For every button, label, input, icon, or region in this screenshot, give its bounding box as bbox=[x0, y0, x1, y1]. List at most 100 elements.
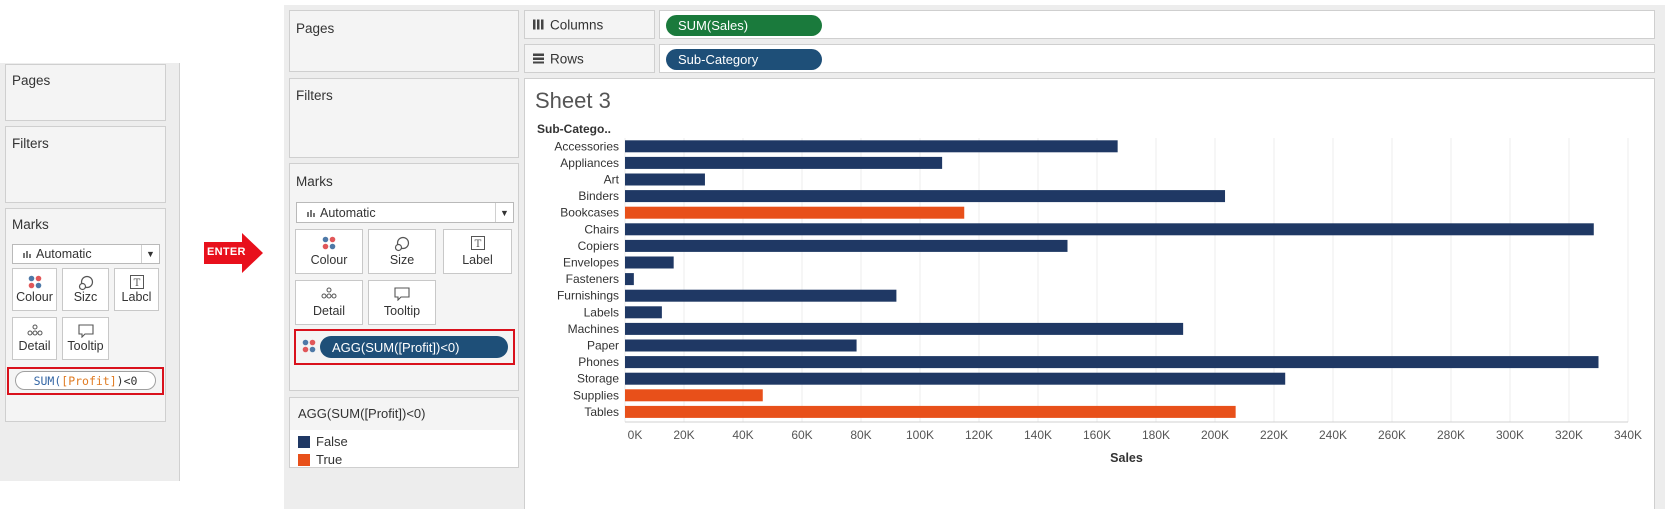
svg-text:T: T bbox=[474, 239, 481, 250]
enter-arrow: ENTER bbox=[204, 233, 264, 273]
right-size-label: Size bbox=[389, 253, 415, 267]
rows-subcategory-pill[interactable]: Sub-Category bbox=[666, 49, 822, 70]
formula-operator: )<0 bbox=[116, 373, 138, 388]
category-label: Tables bbox=[584, 405, 619, 419]
left-detail-button[interactable]: Detail bbox=[12, 317, 57, 360]
category-label: Copiers bbox=[578, 239, 619, 253]
x-tick-label: 20K bbox=[673, 428, 694, 442]
right-filters-title: Filters bbox=[296, 88, 333, 103]
right-tooltip-label: Tooltip bbox=[383, 304, 421, 318]
left-pages-shelf[interactable]: Pages bbox=[5, 64, 166, 121]
left-tooltip-label: Tooltip bbox=[67, 339, 104, 353]
x-tick-label: 40K bbox=[732, 428, 753, 442]
rows-label: Rows bbox=[550, 51, 584, 66]
chevron-down-icon[interactable]: ▼ bbox=[141, 245, 159, 263]
text-label-icon: T bbox=[115, 275, 158, 289]
category-label: Envelopes bbox=[563, 256, 619, 270]
legend-label: False bbox=[316, 434, 348, 449]
bar bbox=[625, 190, 1226, 203]
x-tick-label: 160K bbox=[1083, 428, 1111, 442]
right-colour-field-pill[interactable]: AGG(SUM([Profit])<0) bbox=[320, 336, 508, 358]
left-label-label: Labcl bbox=[121, 290, 152, 304]
right-filters-shelf[interactable]: Filters bbox=[289, 78, 519, 158]
bar bbox=[625, 356, 1599, 369]
category-label: Supplies bbox=[573, 388, 619, 402]
columns-sales-pill[interactable]: SUM(Sales) bbox=[666, 15, 822, 36]
bar bbox=[625, 339, 857, 352]
sheet-view[interactable]: Sheet 3 Sub-Catego.. 0K 20K 40K 60K 80K 100K 120… bbox=[524, 78, 1655, 509]
size-bubbles-icon bbox=[369, 236, 435, 252]
right-label-button[interactable]: T Label bbox=[443, 229, 512, 274]
legend-label: True bbox=[316, 452, 343, 467]
size-bubbles-icon bbox=[63, 275, 108, 291]
x-tick-label: 140K bbox=[1024, 428, 1052, 442]
colour-dots-icon bbox=[13, 275, 56, 289]
chevron-down-icon[interactable]: ▼ bbox=[495, 203, 513, 222]
left-label-button[interactable]: T Labcl bbox=[114, 268, 159, 311]
formula-function: SUM( bbox=[33, 373, 62, 388]
category-label: Fasteners bbox=[566, 272, 619, 286]
right-mark-type-dropdown[interactable]: Automatic ▼ bbox=[296, 202, 514, 223]
legend-item-false[interactable]: False bbox=[298, 434, 348, 449]
right-detail-label: Detail bbox=[313, 304, 345, 318]
row-header: Sub-Catego.. bbox=[537, 122, 611, 136]
legend-swatch bbox=[298, 453, 310, 466]
legend-title: AGG(SUM([Profit])<0) bbox=[290, 398, 518, 430]
enter-label: ENTER bbox=[207, 246, 246, 258]
formula-field: [Profit] bbox=[61, 373, 117, 388]
left-size-button[interactable]: Sizc bbox=[62, 268, 109, 311]
left-formula-input[interactable]: SUM([Profit])<0 bbox=[15, 371, 156, 390]
x-tick-label: 340K bbox=[1614, 428, 1642, 442]
left-filters-shelf[interactable]: Filters bbox=[5, 126, 166, 203]
category-label: Phones bbox=[578, 355, 619, 369]
bar bbox=[625, 306, 662, 319]
left-tooltip-button[interactable]: Tooltip bbox=[62, 317, 109, 360]
svg-text:T: T bbox=[133, 278, 140, 289]
columns-label: Columns bbox=[550, 17, 604, 32]
x-tick-label: 180K bbox=[1142, 428, 1170, 442]
right-colour-pill-highlight bbox=[294, 329, 515, 365]
category-label: Paper bbox=[587, 339, 619, 353]
left-filters-title: Filters bbox=[12, 136, 49, 151]
right-colour-button[interactable]: Colour bbox=[295, 229, 363, 274]
bar-chart-icon bbox=[23, 251, 31, 258]
x-tick-label: 80K bbox=[850, 428, 871, 442]
colour-dots-icon bbox=[302, 339, 316, 358]
x-tick-label: 120K bbox=[965, 428, 993, 442]
right-pages-shelf[interactable]: Pages bbox=[289, 10, 519, 72]
rows-icon bbox=[533, 53, 544, 64]
rows-shelf[interactable]: Sub-Category bbox=[659, 44, 1655, 73]
category-label: Appliances bbox=[560, 156, 619, 170]
left-detail-label: Detail bbox=[18, 339, 51, 353]
text-label-icon: T bbox=[444, 236, 511, 250]
x-tick-label: 200K bbox=[1201, 428, 1229, 442]
right-size-button[interactable]: Size bbox=[368, 229, 436, 274]
right-tooltip-button[interactable]: Tooltip bbox=[368, 280, 436, 325]
right-mark-type-value: Automatic bbox=[320, 205, 376, 220]
legend-swatch bbox=[298, 435, 310, 448]
left-mark-type-dropdown[interactable]: Automatic ▼ bbox=[12, 244, 160, 264]
right-detail-button[interactable]: Detail bbox=[295, 280, 363, 325]
x-tick-label: 260K bbox=[1378, 428, 1406, 442]
bar bbox=[625, 173, 705, 186]
tooltip-bubble-icon bbox=[369, 287, 435, 301]
bar bbox=[625, 206, 965, 219]
bar bbox=[625, 389, 763, 402]
x-tick-label: 300K bbox=[1496, 428, 1524, 442]
columns-shelf[interactable]: SUM(Sales) bbox=[659, 10, 1655, 39]
bar bbox=[625, 256, 674, 269]
category-label: Accessories bbox=[554, 139, 619, 153]
detail-dots-icon bbox=[13, 324, 56, 336]
bar bbox=[625, 273, 634, 286]
columns-icon bbox=[533, 19, 544, 30]
x-tick-label: 220K bbox=[1260, 428, 1288, 442]
left-colour-button[interactable]: Colour bbox=[12, 268, 57, 311]
left-pages-title: Pages bbox=[12, 73, 51, 88]
left-size-label: Sizc bbox=[73, 290, 98, 304]
bar bbox=[625, 223, 1594, 236]
x-tick-label: 240K bbox=[1319, 428, 1347, 442]
legend-item-true[interactable]: True bbox=[298, 452, 342, 467]
right-colour-label: Colour bbox=[310, 253, 348, 267]
bar bbox=[625, 372, 1286, 385]
arrow-right-icon bbox=[204, 233, 263, 273]
